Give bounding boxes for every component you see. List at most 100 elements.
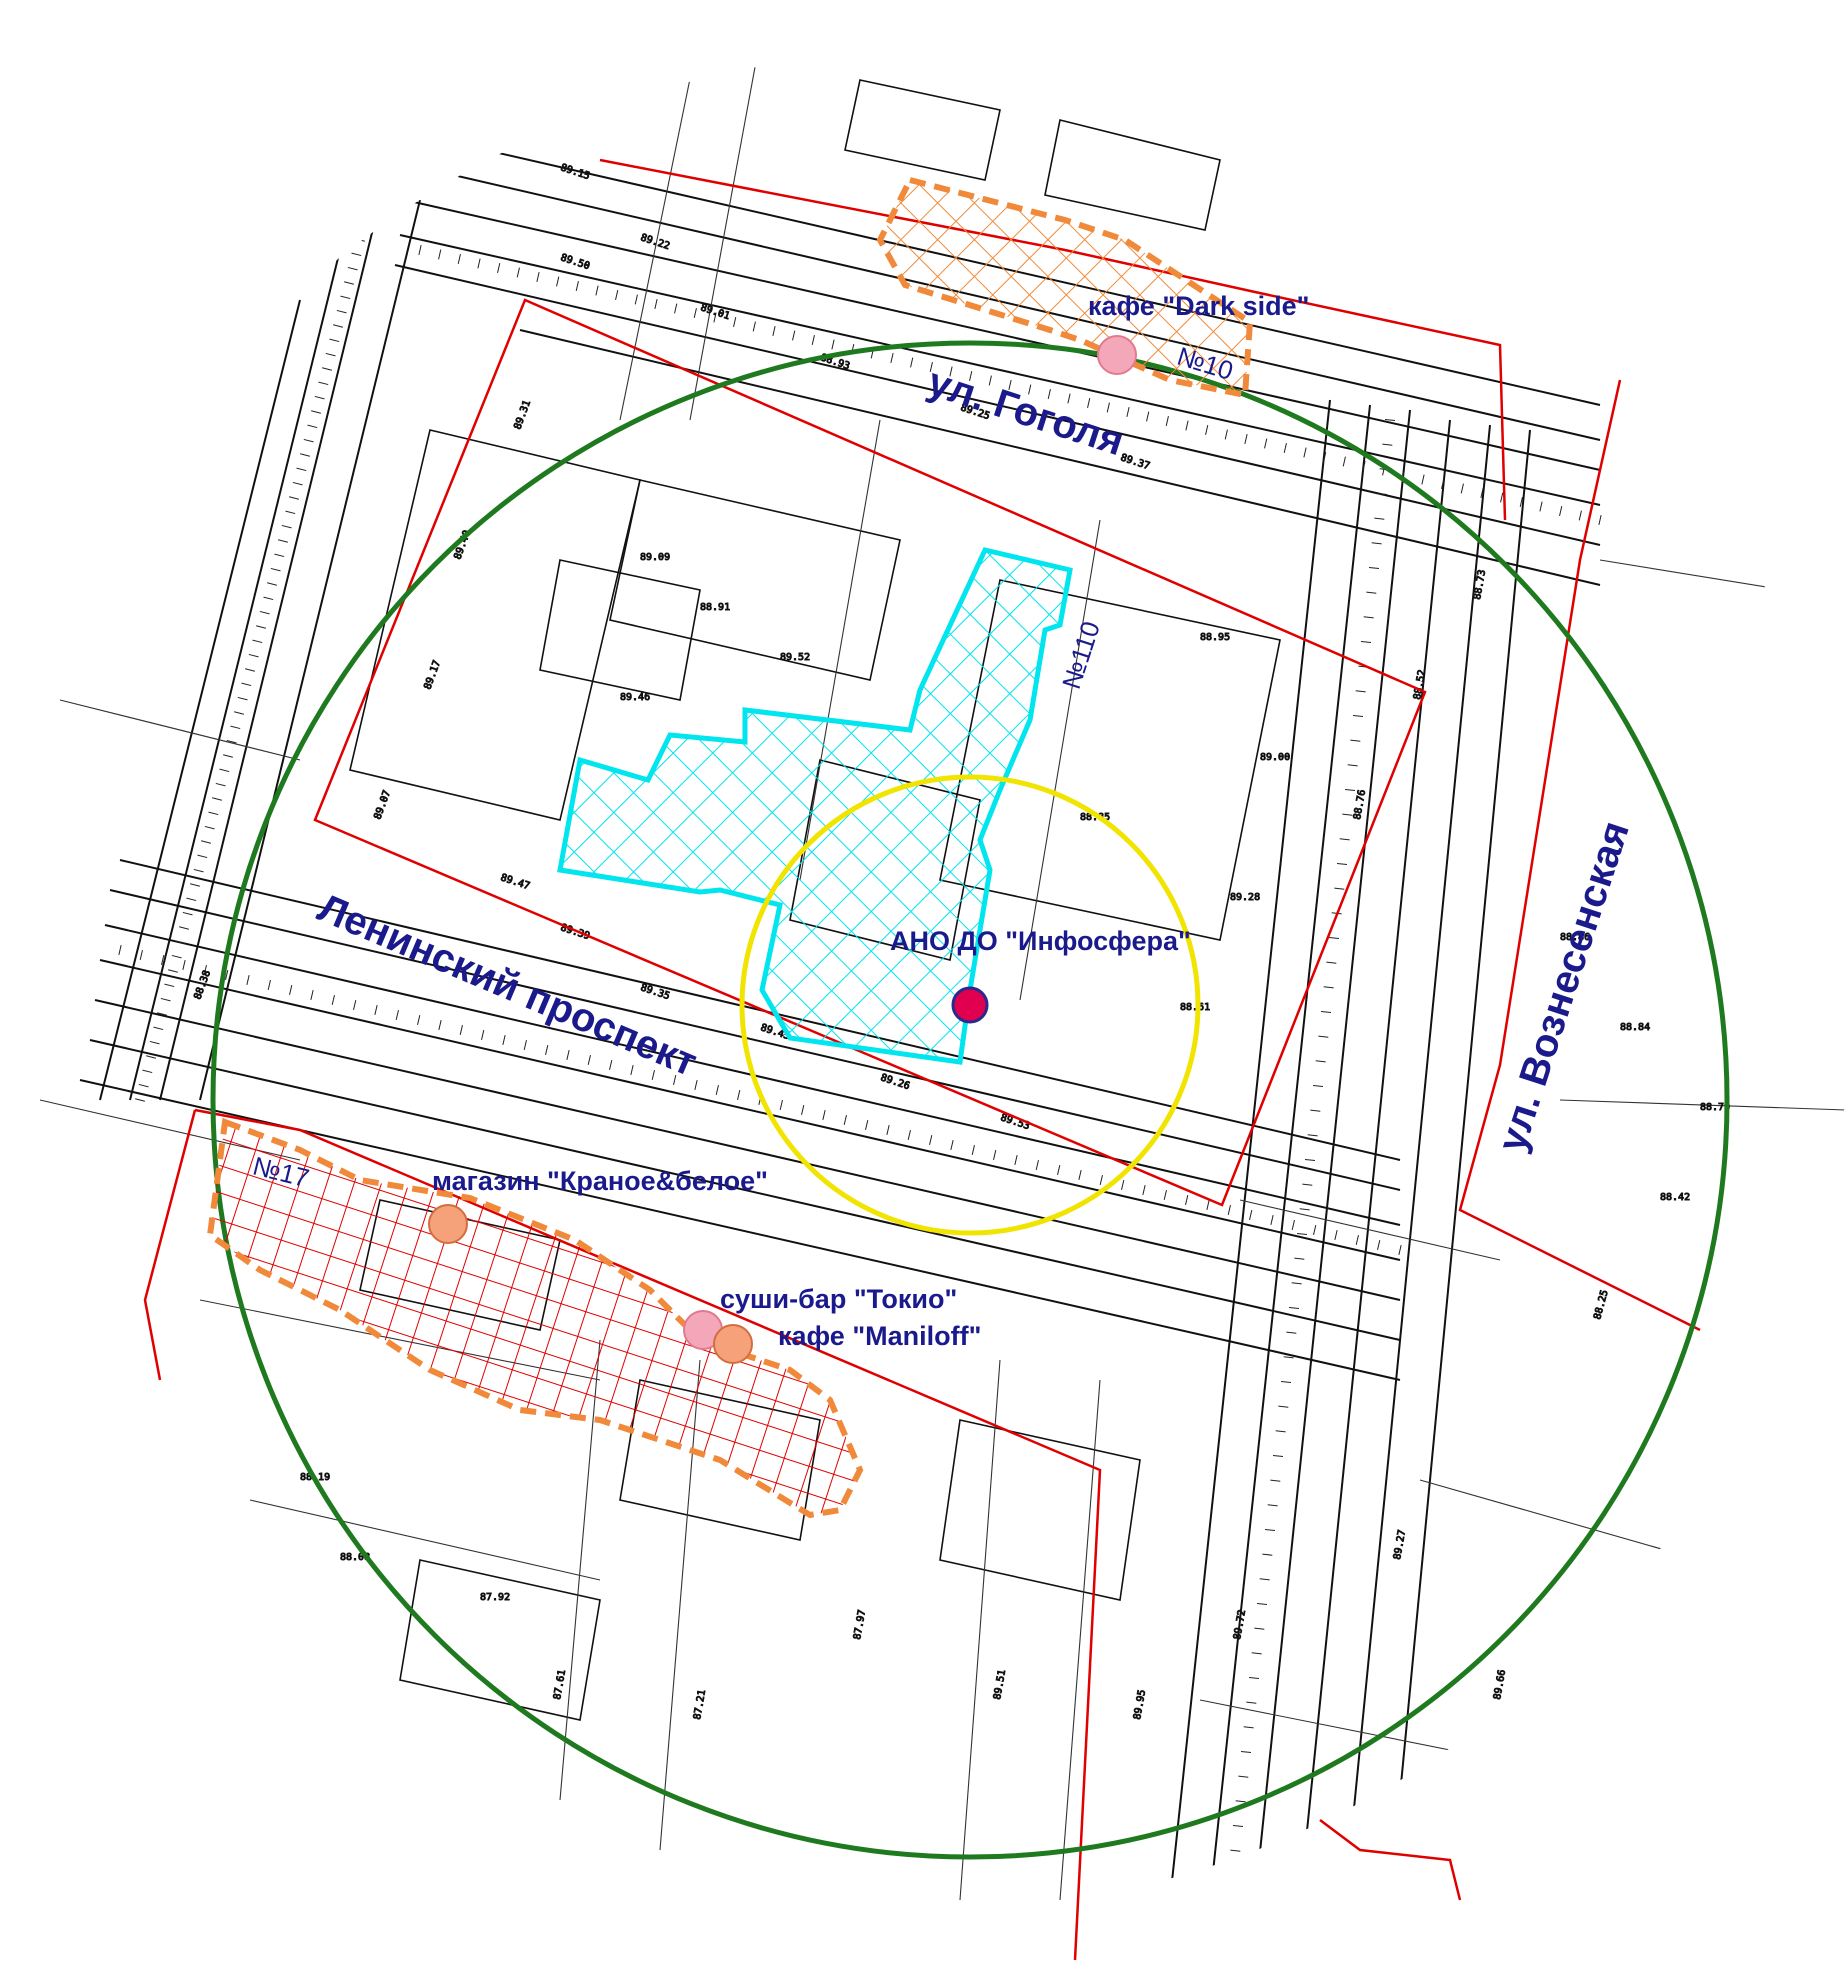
street-tick xyxy=(1384,418,1396,422)
street-tick xyxy=(713,312,717,323)
street-tick xyxy=(1251,1652,1262,1655)
street-tick xyxy=(1035,1160,1039,1170)
street-tick xyxy=(438,249,442,260)
street-tick xyxy=(609,1060,613,1070)
street-tick xyxy=(1224,1898,1236,1902)
street-tick xyxy=(907,1130,911,1140)
survey-elevation-label: 88.52 xyxy=(1412,669,1428,701)
street-tick xyxy=(566,1050,570,1060)
street-tick xyxy=(1398,1245,1402,1255)
street-tick xyxy=(477,258,481,269)
survey-elevation-label: 87.61 xyxy=(552,1669,568,1701)
street-tick xyxy=(950,1140,954,1150)
street-tick xyxy=(910,357,914,368)
street-tick xyxy=(296,467,307,472)
krasnoe-marker[interactable] xyxy=(428,1204,468,1244)
street-tick xyxy=(1355,1235,1359,1245)
maniloff-marker[interactable] xyxy=(713,1324,753,1364)
street-tick xyxy=(186,897,197,902)
street-tick xyxy=(157,1012,167,1016)
dark-side-marker[interactable] xyxy=(1097,335,1137,375)
street-tick xyxy=(1067,393,1071,404)
street-tick xyxy=(1371,542,1382,545)
street-tick xyxy=(556,276,560,287)
street-tick xyxy=(865,1120,869,1130)
street-tick xyxy=(241,682,252,687)
street-tick xyxy=(237,696,248,701)
street-tick xyxy=(693,308,697,318)
school-zone xyxy=(557,547,1073,1065)
street-tick xyxy=(1142,1185,1146,1195)
street-tick xyxy=(331,995,335,1005)
street-tick xyxy=(307,424,318,429)
survey-elevation-label: 87.97 xyxy=(852,1609,868,1641)
survey-elevation-label: 89.50 xyxy=(559,252,591,272)
street-tick xyxy=(523,1040,527,1050)
street-tick xyxy=(168,969,178,973)
street-tick xyxy=(246,975,250,985)
street-tick xyxy=(929,1135,933,1145)
street-tick xyxy=(1028,384,1032,395)
street-tick xyxy=(259,610,270,615)
street-tick xyxy=(1598,515,1602,525)
street-tick xyxy=(1363,616,1374,619)
street-tick xyxy=(1342,813,1353,816)
street-tick xyxy=(1227,1205,1231,1215)
street-tick xyxy=(1350,739,1361,742)
street-tick xyxy=(1254,1627,1265,1630)
street-tick xyxy=(344,281,354,285)
street-tick xyxy=(1126,407,1130,417)
street-tick xyxy=(418,245,422,255)
street-tick xyxy=(285,510,296,515)
street-tick xyxy=(752,321,756,332)
street-tick xyxy=(203,965,207,975)
street-tick xyxy=(1272,1454,1284,1458)
street-tick xyxy=(204,825,215,830)
survey-elevation-label: 89.51 xyxy=(992,1669,1008,1701)
street-tick xyxy=(395,1010,399,1020)
street-tick xyxy=(1318,1035,1329,1038)
street-tick xyxy=(831,339,835,350)
street-tick xyxy=(1294,1257,1305,1260)
street-tick xyxy=(292,481,303,486)
street-tick xyxy=(1283,443,1287,453)
street-tick xyxy=(1121,1180,1125,1190)
street-tick xyxy=(1106,402,1110,413)
southeast-boundary xyxy=(1319,1819,1462,1901)
street-tick xyxy=(615,290,619,300)
survey-elevation-label: 88.76 xyxy=(1352,789,1368,821)
street-tick xyxy=(457,254,461,264)
street-tick xyxy=(1559,506,1563,516)
street-tick xyxy=(310,990,314,1000)
street-tick xyxy=(1299,1208,1310,1211)
street-tick xyxy=(1087,398,1091,408)
street-tick xyxy=(1286,1331,1297,1334)
street-tick xyxy=(1303,447,1307,458)
street-tick xyxy=(281,524,292,529)
tokio-label: суши-бар "Токио" xyxy=(720,1284,957,1314)
krasnoe-label: магазин "Краное&белое" xyxy=(432,1166,768,1196)
street-tick xyxy=(1014,1155,1018,1165)
survey-elevation-label: 89.52 xyxy=(780,652,810,663)
street-tick xyxy=(160,997,171,1002)
street-tick xyxy=(1342,456,1346,467)
street-tick xyxy=(575,281,579,291)
street-tick xyxy=(772,326,776,336)
street-tick xyxy=(336,309,347,314)
school-marker[interactable] xyxy=(951,986,989,1024)
street-tick xyxy=(325,352,336,357)
street-tick xyxy=(792,330,796,341)
street-tick xyxy=(1519,497,1523,507)
street-tick xyxy=(634,294,638,305)
street-tick xyxy=(175,940,186,945)
street-tick xyxy=(1312,1084,1324,1088)
street-tick xyxy=(1256,1602,1268,1606)
dark-side-zone xyxy=(876,176,1254,399)
street-tick xyxy=(1368,566,1380,570)
street-tick xyxy=(353,1000,357,1010)
street-tick xyxy=(1334,1230,1338,1240)
street-tick xyxy=(545,1045,549,1055)
street-tick xyxy=(1302,1183,1313,1186)
street-tick xyxy=(149,1040,160,1045)
survey-elevation-label: 89.31 xyxy=(512,399,533,431)
